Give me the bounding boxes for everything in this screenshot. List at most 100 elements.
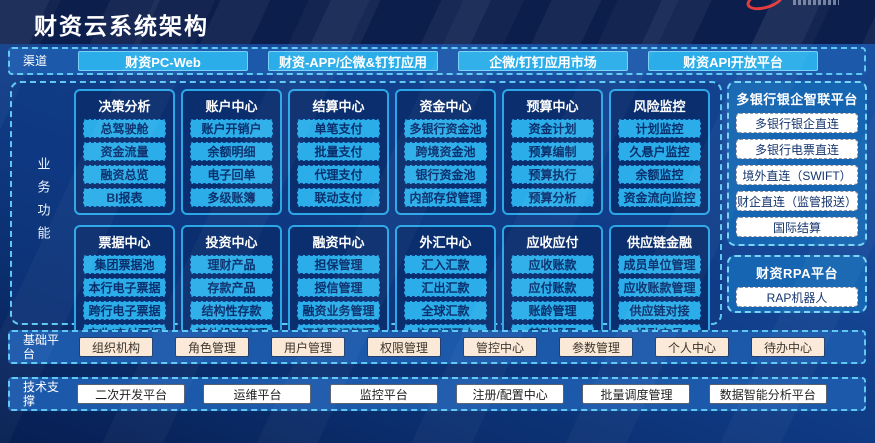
module-chip[interactable]: 跨行电子票据 [83,301,166,320]
group-items: 单笔支付批量支付代理支付联动支付 [297,119,380,207]
tech-support-chip[interactable]: 数据智能分析平台 [708,384,827,404]
module-chip[interactable]: 内部存贷管理 [404,188,487,207]
group-items: 总驾驶舱资金流量融资总览 BI报表 [83,119,166,207]
business-panel: 业务功能 决策分析 总驾驶舱 资金流量 融资总览 BI报表 账户中心 账户开销户 余额明… [10,81,722,351]
module-chip[interactable]: 全球汇款 [404,301,487,320]
module-chip[interactable]: 多银行资金池 [404,119,487,138]
module-chip[interactable]: 代理支付 [297,165,380,184]
module-chip[interactable]: 单笔支付 [297,119,380,138]
group-items: 计划监控久悬户监控余额监控资金流向监控 [618,119,701,207]
channel-button[interactable]: 财资-APP/企微&钉钉应用 [268,51,438,71]
brand-logo [744,0,839,14]
module-chip[interactable]: 电子回单 [190,165,273,184]
base-platform-chip[interactable]: 角色管理 [175,337,249,357]
module-chip[interactable]: 账户开销户 [190,119,273,138]
channel-button[interactable]: 财资PC-Web [78,51,248,71]
bank-connect-panel: 多银行银企智联平台 多银行银企直连 多银行电票直连 境外直连（SWIFT） 财企直连（… [727,81,867,246]
module-chip[interactable]: 应收账款管理 [618,278,701,297]
tech-support-label: 技术支撑 [23,380,60,408]
module-chip[interactable]: 账龄管理 [511,301,594,320]
module-chip[interactable]: 余额监控 [618,165,701,184]
group-title: 融资中心 [312,235,365,250]
rpa-panel: 财资RPA平台 RAP机器人 [727,255,867,313]
group-title: 结算中心 [312,99,365,114]
module-chip[interactable]: 余额明细 [190,142,273,161]
module-chip[interactable]: 总驾驶舱 [83,119,166,138]
tech-support-chip[interactable]: 注册/配置中心 [456,384,565,404]
module-chip[interactable]: 资金流向监控 [618,188,701,207]
group-title: 票据中心 [98,235,151,250]
bank-panel-items: 多银行银企直连 多银行电票直连 境外直连（SWIFT） 财企直连（监管报送） 国际结算 [729,108,865,237]
bank-panel-title: 多银行银企智联平台 [736,92,858,107]
business-group: 风险监控 计划监控久悬户监控余额监控资金流向监控 [609,89,710,215]
module-chip[interactable]: 多级账簿 [190,188,273,207]
platform-chip[interactable]: 多银行电票直连 [736,139,858,159]
business-group: 预算中心 资金计划 预算编制 预算执行 预算分析 [502,89,603,215]
module-chip[interactable]: 资金计划 [511,119,594,138]
base-platform-chip[interactable]: 用户管理 [271,337,345,357]
module-chip[interactable]: 融资总览 [83,165,166,184]
module-chip[interactable]: 批量支付 [297,142,380,161]
tech-support-chip[interactable]: 监控平台 [329,384,438,404]
tech-support-chip[interactable]: 批量调度管理 [582,384,691,404]
page-title: 财资云系统架构 [34,13,209,39]
module-chip[interactable]: 融资业务管理 [297,301,380,320]
module-chip[interactable]: 资金流量 [83,142,166,161]
module-chip[interactable]: 集团票据池 [83,255,166,274]
base-platform-chip[interactable]: 待办中心 [751,337,825,357]
base-platform-chip[interactable]: 个人中心 [655,337,729,357]
platform-chip[interactable]: 财企直连（监管报送） [736,191,858,211]
module-chip[interactable]: 成员单位管理 [618,255,701,274]
business-group: 决策分析 总驾驶舱 资金流量 融资总览 BI报表 [74,89,175,215]
tech-support-chip[interactable]: 二次开发平台 [77,384,186,404]
group-items: 资金计划预算编制预算执行预算分析 [511,119,594,207]
tech-support-chip[interactable]: 运维平台 [203,384,312,404]
module-chip[interactable]: 供应链对接 [618,301,701,320]
business-group: 资金中心 多银行资金池 跨境资金池 银行资金池 内部存贷管理 [395,89,496,215]
channel-row: 渠道 财资PC-Web 财资-APP/企微&钉钉应用 企微/钉钉应用市场 财资API开… [8,47,866,75]
module-chip[interactable]: 存款产品 [190,278,273,297]
module-chip[interactable]: 银行资金池 [404,165,487,184]
business-groups-grid: 决策分析 总驾驶舱 资金流量 融资总览 BI报表 账户中心 账户开销户 余额明细 电子回单… [74,89,710,351]
base-platform-chip[interactable]: 组织机构 [79,337,153,357]
base-platform-chip[interactable]: 管控中心 [463,337,537,357]
channel-button[interactable]: 企微/钉钉应用市场 [458,51,628,71]
module-chip[interactable]: 本行电子票据 [83,278,166,297]
module-chip[interactable]: 理财产品 [190,255,273,274]
group-title: 供应链金融 [626,235,692,250]
group-title: 风险监控 [633,99,686,114]
group-items: 账户开销户余额明细电子回单多级账簿 [190,119,273,207]
platform-chip[interactable]: 国际结算 [736,217,858,237]
logo-wordmark [793,0,839,5]
platform-chip[interactable]: 境外直连（SWIFT） [736,165,858,185]
module-chip[interactable]: 联动支付 [297,188,380,207]
module-chip[interactable]: 预算编制 [511,142,594,161]
module-chip[interactable]: 跨境资金池 [404,142,487,161]
module-chip[interactable]: 应收账款 [511,255,594,274]
logo-mark-icon [744,0,786,14]
group-items: 多银行资金池 跨境资金池银行资金池内部存贷管理 [404,119,487,207]
channel-button[interactable]: 财资API开放平台 [648,51,818,71]
module-chip[interactable]: 应付账款 [511,278,594,297]
module-chip[interactable]: 预算执行 [511,165,594,184]
platform-chip[interactable]: 多银行银企直连 [736,113,858,133]
base-platform-chip[interactable]: 参数管理 [559,337,633,357]
group-title: 外汇中心 [419,235,472,250]
rpa-panel-items: RAP机器人 [729,282,865,307]
module-chip[interactable]: 结构性存款 [190,301,273,320]
module-chip[interactable]: 授信管理 [297,278,380,297]
platform-chip[interactable]: RAP机器人 [736,287,858,307]
business-group: 账户中心 账户开销户 余额明细 电子回单 多级账簿 [181,89,282,215]
base-platform-row: 基础平台 组织机构 角色管理 用户管理 权限管理 管控中心 参数管理 个人中心 待办中心 [8,330,866,364]
module-chip[interactable]: 担保管理 [297,255,380,274]
module-chip[interactable]: 汇入汇款 [404,255,487,274]
module-chip[interactable]: 计划监控 [618,119,701,138]
business-panel-label: 业务功能 [35,157,51,249]
module-chip[interactable]: BI报表 [83,188,166,207]
module-chip[interactable]: 预算分析 [511,188,594,207]
group-title: 应收应付 [526,235,579,250]
module-chip[interactable]: 汇出汇款 [404,278,487,297]
base-platform-chip[interactable]: 权限管理 [367,337,441,357]
module-chip[interactable]: 久悬户监控 [618,142,701,161]
